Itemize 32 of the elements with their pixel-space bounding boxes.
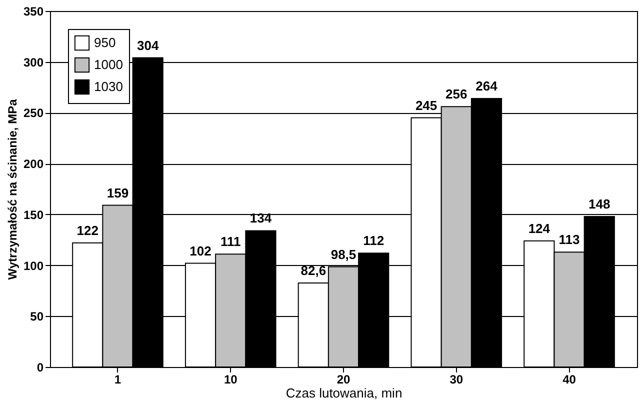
- legend-label: 1000: [94, 57, 123, 72]
- data-label: 113: [558, 232, 580, 248]
- y-tick-label: 250: [23, 106, 44, 120]
- data-label: 124: [528, 220, 551, 236]
- legend-label: 950: [94, 35, 116, 50]
- y-tick-label: 0: [36, 360, 44, 374]
- x-tick-label: 20: [336, 372, 350, 386]
- x-axis-title: Czas lutowania, min: [286, 386, 402, 400]
- data-label: 102: [190, 243, 212, 258]
- x-tick-label: 10: [224, 372, 238, 386]
- y-tick-label: 50: [30, 310, 44, 324]
- y-tick-label: 200: [23, 157, 44, 172]
- data-label: 148: [588, 196, 610, 212]
- data-label: 111: [220, 234, 241, 250]
- data-label: 304: [136, 38, 160, 53]
- y-tick-label: 350: [23, 4, 44, 18]
- x-tick-label: 30: [450, 372, 464, 386]
- data-label: 82,6: [300, 262, 326, 278]
- y-tick-label: 300: [23, 55, 44, 70]
- data-label: 245: [415, 98, 438, 113]
- legend-label: 1030: [94, 79, 123, 94]
- x-tick-label: 40: [562, 372, 576, 386]
- y-axis-title: Wytrzymałość na ścinanie, MPa: [5, 98, 20, 280]
- y-tick-label: 100: [23, 258, 44, 273]
- data-label: 264: [476, 78, 498, 94]
- data-label: 159: [106, 185, 129, 200]
- data-label: 112: [363, 233, 384, 248]
- data-label: 98,5: [330, 246, 356, 262]
- data-label: 256: [446, 86, 468, 102]
- x-tick-label: 1: [114, 372, 122, 386]
- y-tick-label: 150: [23, 208, 44, 222]
- data-label: 122: [76, 222, 98, 238]
